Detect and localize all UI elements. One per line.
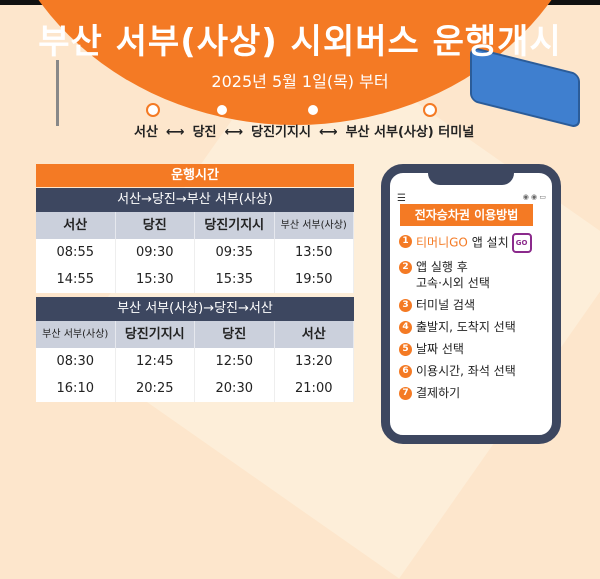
step-text: 고속·시외 선택 bbox=[416, 276, 490, 290]
column-header: 당진기지시 bbox=[195, 212, 275, 239]
step-6: 6 이용시간, 좌석 선택 bbox=[399, 363, 559, 379]
step-number: 2 bbox=[399, 261, 412, 274]
instructions-title: 전자승차권 이용방법 bbox=[400, 204, 533, 226]
step-number: 4 bbox=[399, 321, 412, 334]
step-text: 날짜 선택 bbox=[416, 342, 464, 356]
cell: 19:50 bbox=[274, 266, 354, 293]
cell: 15:30 bbox=[115, 266, 195, 293]
route-dot bbox=[306, 103, 320, 117]
phone-notch bbox=[428, 171, 514, 185]
arrow-icon: ⟷ bbox=[165, 125, 185, 140]
start-date: 2025년 5월 1일(목) 부터 bbox=[211, 72, 389, 91]
step-3: 3 터미널 검색 bbox=[399, 297, 559, 313]
timetable: 운행시간 서산→당진→부산 서부(사상) 서산 당진 당진기지시 부산 서부(사상) … bbox=[36, 164, 354, 293]
cell: 20:30 bbox=[195, 375, 275, 402]
route-line: 서산 ⟷ 당진 ⟷ 당진기지시 ⟷ 부산 서부(사상) 터미널 bbox=[130, 121, 478, 140]
column-header: 서산 bbox=[274, 321, 354, 348]
app-name: 티머니GO bbox=[416, 235, 468, 250]
step-number: 3 bbox=[399, 299, 412, 312]
cell: 16:10 bbox=[36, 375, 116, 402]
table-row: 16:10 20:25 20:30 21:00 bbox=[36, 375, 354, 402]
step-text: 이용시간, 좌석 선택 bbox=[416, 364, 516, 378]
route-dot bbox=[146, 103, 160, 117]
step-number: 7 bbox=[399, 387, 412, 400]
column-header: 당진 bbox=[115, 212, 195, 239]
arrow-icon: ⟷ bbox=[224, 125, 244, 140]
step-text: 앱 실행 후 bbox=[416, 260, 468, 274]
column-header: 당진 bbox=[195, 321, 275, 348]
cell: 13:50 bbox=[274, 239, 354, 266]
cell: 09:30 bbox=[115, 239, 195, 266]
step-text: 결제하기 bbox=[416, 386, 461, 400]
cell: 14:55 bbox=[36, 266, 116, 293]
cell: 09:35 bbox=[195, 239, 275, 266]
step-1: 1 티머니GO 앱 설치 GO bbox=[399, 233, 559, 253]
tmoney-go-app-icon: GO bbox=[511, 233, 532, 253]
arrow-icon: ⟷ bbox=[318, 125, 338, 140]
step-text: 터미널 검색 bbox=[416, 298, 476, 312]
step-7: 7 결제하기 bbox=[399, 385, 559, 401]
column-header: 부산 서부(사상) bbox=[274, 212, 354, 239]
route-stop: 당진기지시 bbox=[251, 125, 311, 140]
inbound-header-row: 부산 서부(사상) 당진기지시 당진 서산 bbox=[36, 321, 354, 348]
cell: 15:35 bbox=[195, 266, 275, 293]
cell: 12:50 bbox=[195, 348, 275, 375]
step-number: 5 bbox=[399, 343, 412, 356]
route-stop: 부산 서부(사상) 터미널 bbox=[345, 125, 475, 140]
cell: 12:45 bbox=[115, 348, 195, 375]
menu-icon: ☰ bbox=[397, 193, 406, 204]
outbound-label: 서산→당진→부산 서부(사상) bbox=[36, 188, 354, 212]
table-row: 08:55 09:30 09:35 13:50 bbox=[36, 239, 354, 266]
timetable-title: 운행시간 bbox=[36, 164, 354, 187]
inbound-label: 부산 서부(사상)→당진→서산 bbox=[36, 297, 354, 321]
route-stop: 당진 bbox=[192, 125, 217, 140]
cell: 08:55 bbox=[36, 239, 116, 266]
step-text: 출발지, 도착지 선택 bbox=[416, 320, 516, 334]
bus-stop-illustration bbox=[56, 60, 70, 126]
cell: 13:20 bbox=[274, 348, 354, 375]
phone-illustration: ☰ ◉ ◉ ▭ 전자승차권 이용방법 1 티머니GO 앱 설치 GO 2 앱 실행 후… bbox=[381, 164, 561, 444]
column-header: 당진기지시 bbox=[115, 321, 195, 348]
column-header: 서산 bbox=[36, 212, 116, 239]
cell: 21:00 bbox=[274, 375, 354, 402]
status-icons: ◉ ◉ ▭ bbox=[522, 193, 546, 201]
step-number: 6 bbox=[399, 365, 412, 378]
cell: 08:30 bbox=[36, 348, 116, 375]
cell: 20:25 bbox=[115, 375, 195, 402]
table-row: 14:55 15:30 15:35 19:50 bbox=[36, 266, 354, 293]
table-row: 08:30 12:45 12:50 13:20 bbox=[36, 348, 354, 375]
outbound-header-row: 서산 당진 당진기지시 부산 서부(사상) bbox=[36, 212, 354, 239]
route-dot bbox=[423, 103, 437, 117]
column-header: 부산 서부(사상) bbox=[36, 321, 116, 348]
step-4: 4 출발지, 도착지 선택 bbox=[399, 319, 559, 335]
timetable-inbound: 부산 서부(사상)→당진→서산 부산 서부(사상) 당진기지시 당진 서산 08:30… bbox=[36, 296, 354, 402]
route-dot bbox=[215, 103, 229, 117]
step-text: 앱 설치 bbox=[471, 235, 509, 250]
route-stop: 서산 bbox=[134, 125, 158, 140]
step-5: 5 날짜 선택 bbox=[399, 341, 559, 357]
page-title: 부산 서부(사상) 시외버스 운행개시 bbox=[38, 22, 562, 62]
step-number: 1 bbox=[399, 235, 412, 248]
